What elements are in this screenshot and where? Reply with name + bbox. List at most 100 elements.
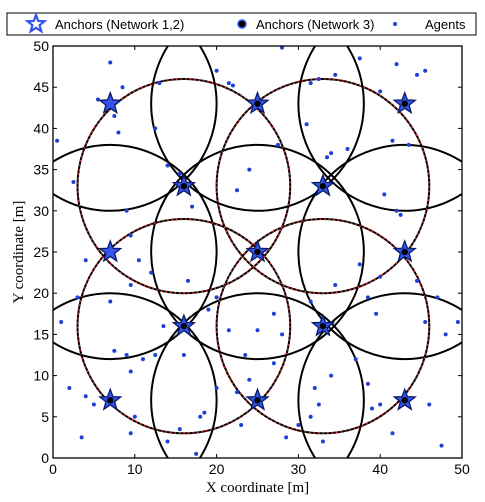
agent-point-41 <box>128 282 133 287</box>
agent-point-49 <box>226 328 231 333</box>
x-tick-label-4: 40 <box>372 461 388 477</box>
anchor-dot-8 <box>107 397 114 404</box>
agent-point-4 <box>112 114 117 119</box>
agent-point-81 <box>198 414 203 419</box>
agent-point-56 <box>378 274 383 279</box>
solid-range-circle-6 <box>150 143 365 361</box>
plot-content <box>53 46 462 458</box>
agent-point-79 <box>165 439 170 444</box>
agent-point-54 <box>357 262 362 267</box>
agent-point-53 <box>333 282 338 287</box>
agent-point-88 <box>284 435 289 440</box>
agent-point-63 <box>59 320 64 325</box>
y-tick-label-3: 15 <box>33 326 49 342</box>
agent-point-9 <box>165 163 170 168</box>
agent-point-75 <box>79 435 84 440</box>
agent-point-40 <box>75 295 80 300</box>
agent-point-58 <box>415 278 420 283</box>
y-tick-label-1: 5 <box>41 409 49 425</box>
anchor-dot-6 <box>180 322 188 330</box>
y-tick-label-4: 20 <box>33 285 49 301</box>
agent-point-82 <box>202 410 207 415</box>
legend-star-marker <box>24 11 48 34</box>
agent-point-51 <box>280 332 285 337</box>
agent-point-64 <box>112 348 117 353</box>
solid-range-circle-7 <box>297 143 462 361</box>
agent-point-42 <box>149 270 154 275</box>
solid-range-circle-12 <box>297 292 462 458</box>
solid-range-circle-5 <box>53 143 218 361</box>
agent-point-100 <box>320 439 325 444</box>
agent-point-50 <box>243 353 248 357</box>
agent-point-25 <box>333 72 338 77</box>
agent-point-1 <box>71 179 76 184</box>
agent-point-18 <box>280 46 285 50</box>
agent-point-24 <box>316 76 321 81</box>
anchor-dot-5 <box>401 248 408 256</box>
agent-point-67 <box>153 353 158 357</box>
agent-point-65 <box>124 353 129 357</box>
agent-point-28 <box>394 62 399 67</box>
y-tick-label-7: 35 <box>33 162 49 178</box>
agent-point-83 <box>214 385 219 390</box>
agent-point-101 <box>296 423 301 428</box>
agent-point-80 <box>194 451 199 456</box>
agent-point-15 <box>247 167 252 172</box>
solid-range-circle-11 <box>150 292 365 458</box>
agent-point-57 <box>374 311 379 316</box>
anchor-dot-0 <box>254 100 261 107</box>
agent-point-60 <box>455 320 460 325</box>
agent-point-76 <box>132 414 137 419</box>
y-axis-ticks: 0 5 10 15 20 25 30 35 40 45 50 <box>33 38 462 466</box>
x-tick-label-5: 50 <box>454 461 470 477</box>
agent-point-90 <box>312 385 317 390</box>
solid-range-circle-2 <box>297 46 462 212</box>
y-tick-label-9: 45 <box>33 79 49 95</box>
agent-point-93 <box>353 357 358 362</box>
agent-point-45 <box>185 278 190 283</box>
agent-point-85 <box>239 423 244 428</box>
agent-point-27 <box>378 89 383 94</box>
agent-point-43 <box>136 258 141 263</box>
agent-point-33 <box>382 192 387 197</box>
solid-range-circle-0 <box>53 46 218 212</box>
agent-point-55 <box>365 295 370 300</box>
anchor-star-0 <box>98 90 123 115</box>
agent-point-87 <box>271 361 276 366</box>
agent-point-34 <box>394 208 399 213</box>
agent-point-31 <box>390 138 395 143</box>
agent-point-94 <box>365 381 370 386</box>
agent-point-89 <box>308 414 313 419</box>
legend-dot-marker <box>393 22 397 26</box>
agent-point-46 <box>206 307 211 312</box>
agent-point-95 <box>370 406 375 411</box>
agent-point-10 <box>177 171 182 176</box>
agent-point-2 <box>95 97 100 102</box>
agent-point-22 <box>345 147 350 151</box>
anchor-dot-7 <box>319 322 327 330</box>
agent-point-0 <box>55 138 60 143</box>
agent-point-84 <box>235 390 240 395</box>
dotted-range-circle-3 <box>215 218 431 435</box>
agent-point-17 <box>275 142 280 147</box>
x-axis-label: X coordinate [m] <box>206 480 309 496</box>
x-tick-label-1: 10 <box>127 461 143 477</box>
agent-point-62 <box>443 332 448 337</box>
y-tick-label-0: 0 <box>41 450 49 466</box>
agent-point-23 <box>308 81 313 86</box>
agent-point-98 <box>427 402 432 407</box>
agent-point-72 <box>83 394 88 399</box>
agent-points <box>55 46 460 456</box>
x-axis-ticks: 0 10 20 30 40 50 <box>49 46 470 477</box>
agent-point-11 <box>190 204 195 209</box>
dotted-range-circle-1 <box>215 78 431 294</box>
anchor-dot-1 <box>401 100 408 107</box>
agent-point-52 <box>308 299 313 304</box>
agent-point-66 <box>140 357 145 362</box>
agent-point-86 <box>247 377 252 382</box>
anchor-star-5 <box>98 239 123 263</box>
agent-point-3 <box>108 60 113 65</box>
y-tick-label-10: 50 <box>33 38 49 54</box>
agent-point-77 <box>128 431 133 436</box>
